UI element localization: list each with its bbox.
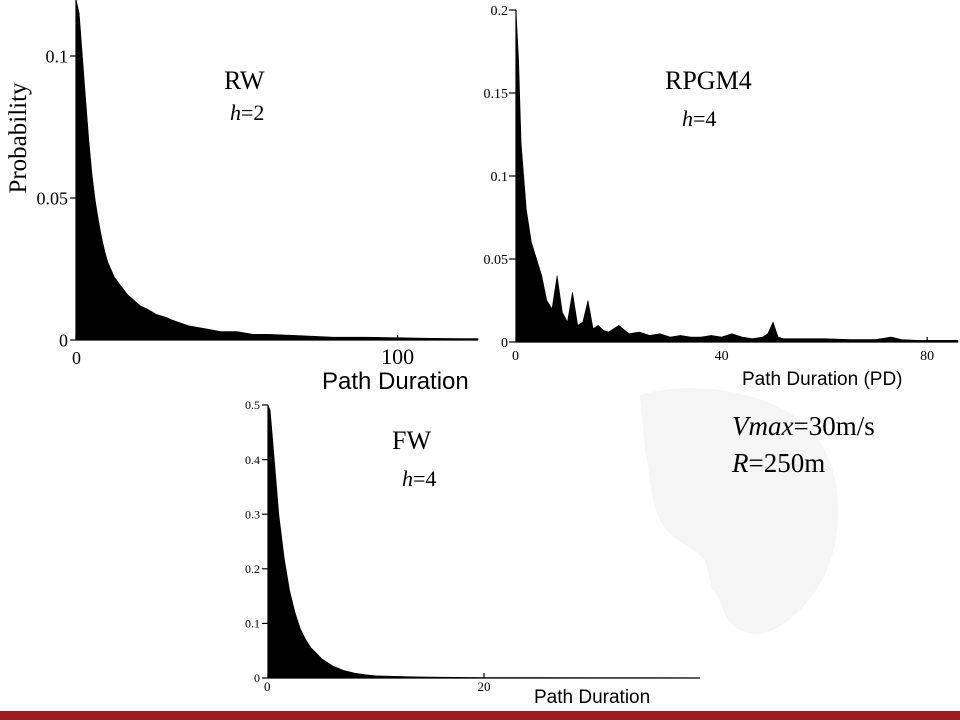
fw-param-var: h (402, 466, 413, 491)
y-tick-label: 0 (254, 671, 260, 685)
rpgm4-param: h=4 (682, 106, 716, 132)
y-axis-label: Probability (5, 82, 32, 194)
vmax-note: Vmax=30m/s (732, 411, 875, 442)
y-tick-label: 0.15 (484, 87, 509, 102)
rw-param-var: h (230, 100, 241, 125)
x-tick-label: 80 (920, 349, 934, 364)
y-tick-label: 0.05 (484, 253, 509, 268)
vmax-var: Vmax (732, 411, 794, 441)
vmax-val: =30m/s (793, 411, 875, 441)
y-tick-label: 0.3 (245, 507, 260, 521)
x-tick-label: 0 (72, 348, 81, 368)
fw-param: h=4 (402, 466, 436, 492)
rw-title: RW (224, 66, 265, 95)
range-var: R (732, 448, 749, 478)
x-tick-label: 20 (478, 679, 491, 694)
series-area (515, 9, 959, 343)
series-area (267, 404, 701, 679)
x-tick-label: 0 (264, 679, 271, 694)
y-tick-label: 0 (59, 330, 68, 350)
rw-param: h=2 (230, 100, 264, 126)
y-tick-label: 0.2 (245, 562, 260, 576)
x-tick-label: 100 (381, 344, 414, 369)
rpgm4-param-val: =4 (693, 106, 717, 131)
chart-fw: 0 0.1 0.2 0.3 0.4 0.5 0 20 Path Duration (245, 398, 701, 708)
range-note: R=250m (732, 448, 825, 479)
x-axis-label: Path Duration (534, 687, 650, 708)
y-tick-label: 0.1 (245, 617, 260, 631)
rw-param-val: =2 (241, 100, 265, 125)
range-val: =250m (748, 448, 826, 478)
y-tick-label: 0.2 (491, 4, 509, 19)
chart-rpgm4: 0 0.05 0.1 0.15 0.2 0 40 80 Path Duration (PD) (484, 4, 959, 390)
x-axis-label: Path Duration (PD) (742, 369, 903, 390)
x-tick-label: 0 (512, 349, 519, 364)
rpgm4-param-var: h (682, 106, 693, 131)
rpgm4-title: RPGM4 (665, 66, 752, 95)
y-tick-label: 0.1 (491, 170, 509, 185)
y-tick-label: 0.5 (245, 398, 260, 412)
y-tick-label: 0.05 (37, 188, 69, 208)
y-tick-label: 0 (501, 336, 508, 351)
y-tick-label: 0.1 (46, 46, 69, 66)
watermark-silhouette (640, 388, 839, 634)
y-tick-label: 0.4 (245, 453, 260, 467)
series-area (75, 0, 479, 341)
fw-title: FW (392, 426, 431, 455)
fw-param-val: =4 (413, 466, 437, 491)
x-axis-label: Path Duration (322, 368, 469, 395)
footer-bar (0, 711, 960, 720)
x-tick-label: 40 (715, 349, 729, 364)
